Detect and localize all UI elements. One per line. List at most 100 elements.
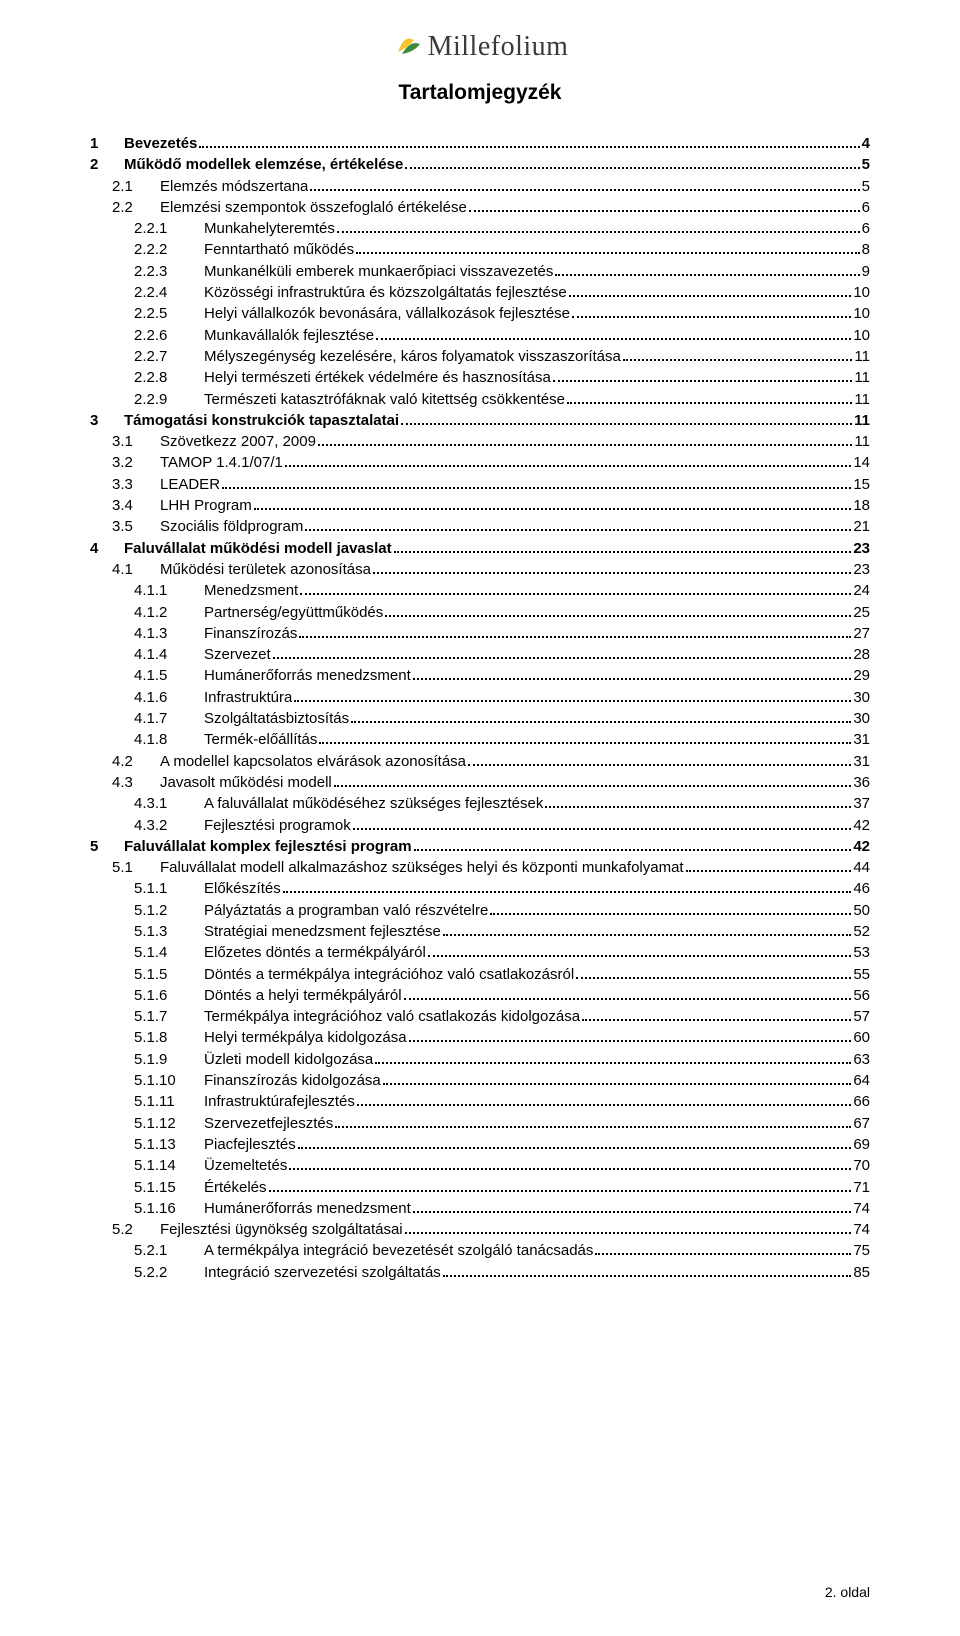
toc-entry[interactable]: 2.2Elemzési szempontok összefoglaló érté… xyxy=(90,197,870,218)
toc-leader-dots xyxy=(555,274,859,276)
toc-leader-dots xyxy=(273,657,852,659)
toc-entry[interactable]: 5.1.16Humánerőforrás menedzsment74 xyxy=(90,1198,870,1219)
toc-entry[interactable]: 5.1.12Szervezetfejlesztés67 xyxy=(90,1113,870,1134)
toc-entry-label: Piacfejlesztés xyxy=(204,1134,296,1155)
toc-entry[interactable]: 5.1.3Stratégiai menedzsment fejlesztése5… xyxy=(90,921,870,942)
toc-entry[interactable]: 2.2.3Munkanélküli emberek munkaerőpiaci … xyxy=(90,261,870,282)
toc-entry-page: 75 xyxy=(853,1240,870,1261)
toc-entry-number: 2 xyxy=(90,154,124,175)
toc-entry[interactable]: 5.1.7Termékpálya integrációhoz való csat… xyxy=(90,1006,870,1027)
toc-entry[interactable]: 3.1Szövetkezz 2007, 200911 xyxy=(90,431,870,452)
toc-entry-label: Termékpálya integrációhoz való csatlakoz… xyxy=(204,1006,580,1027)
toc-entry[interactable]: 5.1.13Piacfejlesztés69 xyxy=(90,1134,870,1155)
toc-entry-label: Faluvállalat komplex fejlesztési program xyxy=(124,836,412,857)
toc-entry-page: 4 xyxy=(862,133,870,154)
toc-entry-page: 10 xyxy=(853,282,870,303)
toc-entry-number: 3.4 xyxy=(112,495,160,516)
toc-entry[interactable]: 4.1.1Menedzsment24 xyxy=(90,580,870,601)
toc-entry-label: Értékelés xyxy=(204,1177,267,1198)
toc-entry[interactable]: 5.1.11Infrastruktúrafejlesztés66 xyxy=(90,1091,870,1112)
toc-entry[interactable]: 4Faluvállalat működési modell javaslat23 xyxy=(90,538,870,559)
toc-entry-page: 57 xyxy=(853,1006,870,1027)
toc-entry[interactable]: 5.1.5Döntés a termékpálya integrációhoz … xyxy=(90,964,870,985)
toc-entry[interactable]: 3.3LEADER15 xyxy=(90,474,870,495)
toc-entry-label: Humánerőforrás menedzsment xyxy=(204,665,411,686)
toc-entry[interactable]: 4.3.2Fejlesztési programok42 xyxy=(90,815,870,836)
toc-leader-dots xyxy=(254,508,852,510)
toc-entry-number: 5.1.6 xyxy=(134,985,204,1006)
toc-entry[interactable]: 1Bevezetés4 xyxy=(90,133,870,154)
toc-entry[interactable]: 4.1.8Termék-előállítás31 xyxy=(90,729,870,750)
toc-entry[interactable]: 2.2.7Mélyszegénység kezelésére, káros fo… xyxy=(90,346,870,367)
toc-entry[interactable]: 5.1Faluvállalat modell alkalmazáshoz szü… xyxy=(90,857,870,878)
toc-entry-number: 4.3.1 xyxy=(134,793,204,814)
toc-entry[interactable]: 4.1.6Infrastruktúra30 xyxy=(90,687,870,708)
toc-entry[interactable]: 4.1.2Partnerség/együttműködés25 xyxy=(90,602,870,623)
toc-entry-number: 4.3 xyxy=(112,772,160,793)
toc-entry[interactable]: 5.2.1A termékpálya integráció bevezetésé… xyxy=(90,1240,870,1261)
toc-entry-number: 3.1 xyxy=(112,431,160,452)
toc-entry-label: Fejlesztési ügynökség szolgáltatásai xyxy=(160,1219,403,1240)
toc-entry[interactable]: 5.1.1Előkészítés46 xyxy=(90,878,870,899)
toc-entry[interactable]: 2.2.1Munkahelyteremtés6 xyxy=(90,218,870,239)
toc-entry[interactable]: 4.1.7Szolgáltatásbiztosítás30 xyxy=(90,708,870,729)
toc-leader-dots xyxy=(413,1211,852,1213)
toc-leader-dots xyxy=(283,891,852,893)
toc-entry-page: 14 xyxy=(853,452,870,473)
toc-entry[interactable]: 5.1.2Pályáztatás a programban való részv… xyxy=(90,900,870,921)
toc-entry[interactable]: 3.2TAMOP 1.4.1/07/114 xyxy=(90,452,870,473)
toc-entry-number: 3.5 xyxy=(112,516,160,537)
toc-leader-dots xyxy=(383,1083,852,1085)
toc-entry[interactable]: 3.5Szociális földprogram21 xyxy=(90,516,870,537)
toc-entry[interactable]: 5Faluvállalat komplex fejlesztési progra… xyxy=(90,836,870,857)
toc-entry[interactable]: 5.1.10Finanszírozás kidolgozása64 xyxy=(90,1070,870,1091)
toc-entry[interactable]: 2.2.8Helyi természeti értékek védelmére … xyxy=(90,367,870,388)
toc-entry[interactable]: 2Működő modellek elemzése, értékelése5 xyxy=(90,154,870,175)
toc-entry-page: 15 xyxy=(853,474,870,495)
toc-leader-dots xyxy=(298,1147,852,1149)
toc-leader-dots xyxy=(373,572,851,574)
toc-entry[interactable]: 2.2.6Munkavállalók fejlesztése10 xyxy=(90,325,870,346)
toc-entry[interactable]: 2.2.5Helyi vállalkozók bevonására, válla… xyxy=(90,303,870,324)
toc-entry[interactable]: 4.1.4Szervezet28 xyxy=(90,644,870,665)
toc-entry[interactable]: 2.2.9Természeti katasztrófáknak való kit… xyxy=(90,389,870,410)
toc-entry[interactable]: 3Támogatási konstrukciók tapasztalatai11 xyxy=(90,410,870,431)
toc-leader-dots xyxy=(469,210,860,212)
toc-leader-dots xyxy=(334,785,852,787)
toc-entry-label: Finanszírozás kidolgozása xyxy=(204,1070,381,1091)
toc-entry[interactable]: 4.3.1A faluvállalat működéséhez szüksége… xyxy=(90,793,870,814)
toc-entry-number: 2.2.8 xyxy=(134,367,204,388)
toc-entry[interactable]: 5.1.8Helyi termékpálya kidolgozása60 xyxy=(90,1027,870,1048)
toc-entry[interactable]: 4.2A modellel kapcsolatos elvárások azon… xyxy=(90,751,870,772)
toc-entry[interactable]: 2.2.4Közösségi infrastruktúra és közszol… xyxy=(90,282,870,303)
toc-entry[interactable]: 2.1Elemzés módszertana5 xyxy=(90,176,870,197)
toc-entry[interactable]: 2.2.2Fenntartható működés8 xyxy=(90,239,870,260)
toc-leader-dots xyxy=(595,1253,851,1255)
toc-entry[interactable]: 5.1.15Értékelés71 xyxy=(90,1177,870,1198)
toc-entry[interactable]: 4.1Működési területek azonosítása23 xyxy=(90,559,870,580)
toc-leader-dots xyxy=(299,636,851,638)
toc-entry[interactable]: 5.2.2Integráció szervezetési szolgáltatá… xyxy=(90,1262,870,1283)
toc-entry[interactable]: 5.1.6Döntés a helyi termékpályáról56 xyxy=(90,985,870,1006)
toc-entry-label: LEADER xyxy=(160,474,220,495)
toc-leader-dots xyxy=(405,1232,852,1234)
toc-entry[interactable]: 4.1.3Finanszírozás27 xyxy=(90,623,870,644)
toc-entry-page: 37 xyxy=(853,793,870,814)
toc-entry-label: Helyi természeti értékek védelmére és ha… xyxy=(204,367,551,388)
toc-entry-page: 56 xyxy=(853,985,870,1006)
toc-entry[interactable]: 4.3Javasolt működési modell36 xyxy=(90,772,870,793)
toc-leader-dots xyxy=(545,806,851,808)
toc-entry[interactable]: 4.1.5Humánerőforrás menedzsment29 xyxy=(90,665,870,686)
toc-leader-dots xyxy=(289,1168,851,1170)
toc-entry-number: 5.1.15 xyxy=(134,1177,204,1198)
toc-entry[interactable]: 5.1.4Előzetes döntés a termékpályáról53 xyxy=(90,942,870,963)
toc-entry[interactable]: 5.1.9Üzleti modell kidolgozása63 xyxy=(90,1049,870,1070)
toc-entry-label: Humánerőforrás menedzsment xyxy=(204,1198,411,1219)
toc-entry-number: 5.1.13 xyxy=(134,1134,204,1155)
toc-entry[interactable]: 5.1.14Üzemeltetés70 xyxy=(90,1155,870,1176)
toc-entry-page: 6 xyxy=(862,197,870,218)
toc-entry[interactable]: 3.4LHH Program18 xyxy=(90,495,870,516)
toc-entry-number: 5.2 xyxy=(112,1219,160,1240)
toc-entry[interactable]: 5.2Fejlesztési ügynökség szolgáltatásai7… xyxy=(90,1219,870,1240)
toc-entry-label: Fejlesztési programok xyxy=(204,815,351,836)
